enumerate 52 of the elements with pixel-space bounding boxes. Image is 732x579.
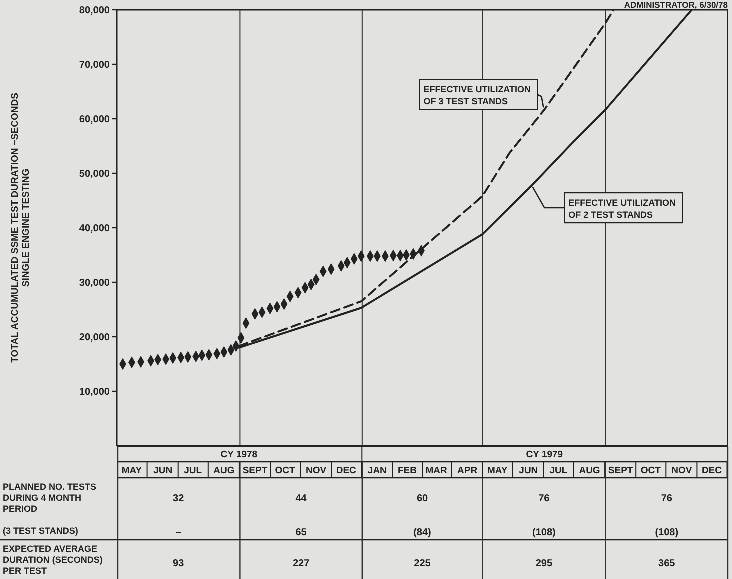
y-tick-label: 80,000 [79, 6, 110, 16]
x-tick-label: MAR [426, 465, 448, 476]
annotation: EFFECTIVE UTILIZATION OF 3 TEST STANDS [424, 84, 532, 107]
x-tick-label: SEPT [242, 465, 268, 476]
x-tick-label: DEC [702, 465, 722, 476]
text: 76 [661, 494, 673, 504]
x-tick-label: JUL [184, 465, 202, 476]
x-tick-label: MAY [122, 465, 143, 476]
x-tick-label: AUG [579, 465, 600, 476]
text: 295 [536, 558, 553, 570]
x-tick-label: OCT [275, 465, 296, 476]
x-tick-label: FEB [398, 465, 418, 476]
y-tick-label: 10,000 [79, 387, 110, 398]
text: PLANNED NO. TESTS DURING 4 MONTH PERIOD [3, 482, 97, 514]
x-tick-label: JUN [519, 465, 538, 476]
text: 44 [296, 494, 308, 504]
x-tick-label: JUN [154, 465, 173, 476]
x-tick-label: JUL [550, 465, 568, 476]
y-axis-title: TOTAL ACCUMULATED SSME TEST DURATION ~SECONDS SINGLE ENGINE TESTING [10, 93, 32, 363]
text: 65 [296, 528, 308, 538]
y-tick-label: 40,000 [79, 224, 110, 234]
x-tick-label: APR [458, 465, 478, 476]
text: 76 [538, 494, 550, 504]
y-tick-label: 50,000 [79, 169, 110, 180]
x-tick-label: DEC [336, 465, 357, 476]
x-tick-label: MAY [488, 465, 508, 476]
text: (108) [532, 528, 556, 538]
text: 365 [658, 558, 676, 570]
y-tick-label: 20,000 [79, 332, 110, 344]
y-tick-label: 60,000 [79, 114, 110, 126]
y-tick-label: 70,000 [79, 60, 110, 71]
x-tick-label: AUG [214, 465, 235, 476]
text: CY 1978 [220, 449, 258, 460]
x-tick-label: JAN [368, 465, 388, 476]
x-tick-label: NOV [672, 465, 693, 476]
text: EXPECTED AVERAGE DURATION (SECONDS) PER TEST [3, 544, 103, 576]
text: 227 [292, 558, 310, 570]
text: (84) [414, 528, 432, 538]
text: – [176, 528, 182, 538]
annotation: EFFECTIVE UTILIZATION OF 2 TEST STANDS [568, 198, 676, 220]
text: 93 [173, 558, 185, 570]
x-tick-label: NOV [306, 465, 328, 476]
x-tick-label: OCT [640, 465, 662, 476]
text: (3 TEST STANDS) [3, 526, 78, 536]
x-tick-label: SEPT [608, 465, 634, 476]
y-tick-label: 30,000 [79, 278, 110, 289]
text: 60 [416, 494, 428, 504]
text: CY 1979 [526, 449, 564, 460]
text: 225 [414, 558, 432, 570]
text: (108) [655, 528, 679, 538]
text: 32 [173, 494, 185, 504]
annotation: ADMINISTRATOR, 6/30/78 [624, 0, 728, 10]
